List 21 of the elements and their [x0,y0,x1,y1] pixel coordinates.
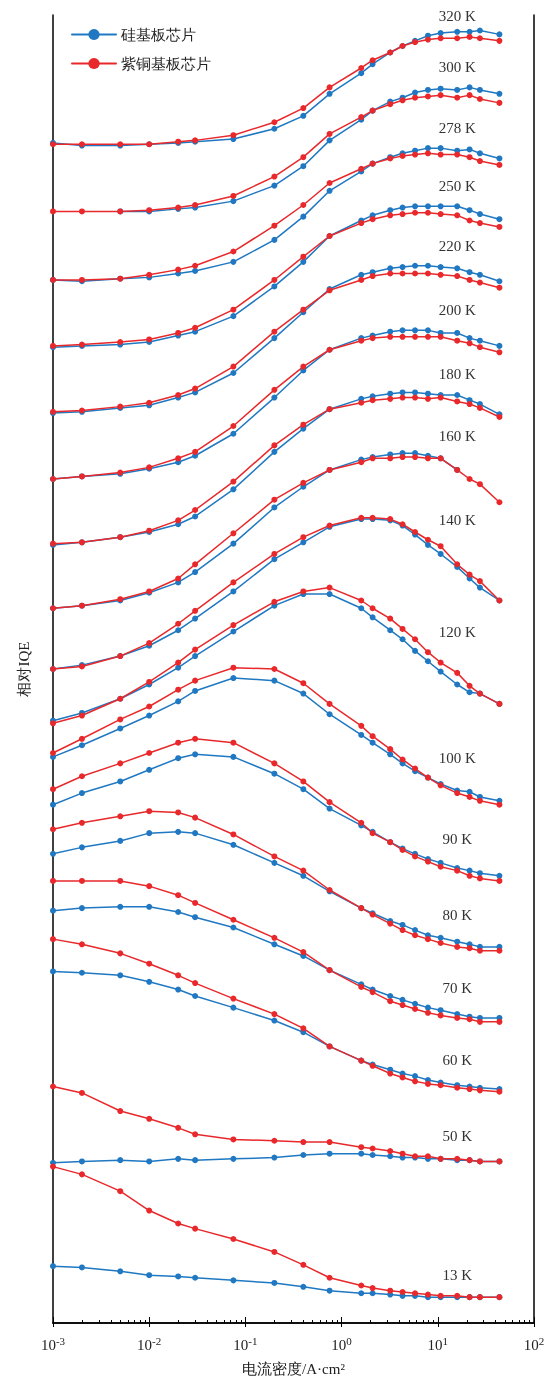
annotation: 80 K [442,907,473,924]
legend-label: 紫铜基板芯片 [121,55,211,72]
annotation: 90 K [442,831,473,847]
annotation: 200 K [438,302,476,319]
text: 320 K [438,8,476,24]
annotation: 220 K [438,237,476,254]
annotation: 160 K [438,427,476,444]
annotation: 278 K [438,120,476,137]
annotation: 300 K [438,59,476,76]
annotation: 13 K [442,1266,473,1283]
annotation: 50 K [442,1128,473,1145]
legend-label: 硅基板芯片 [120,26,196,43]
x-axis-title: 电流密度/A·cm² [242,1360,346,1377]
y-axis-title: 相对IQE [15,641,32,697]
annotation: 120 K [438,624,476,641]
annotation: 250 K [438,178,476,195]
annotation: 100 K [438,749,476,766]
annotation: 140 K [438,511,476,528]
annotation: 60 K [442,1052,473,1069]
annotation: 180 K [438,365,476,382]
annotation: 70 K [442,979,473,996]
